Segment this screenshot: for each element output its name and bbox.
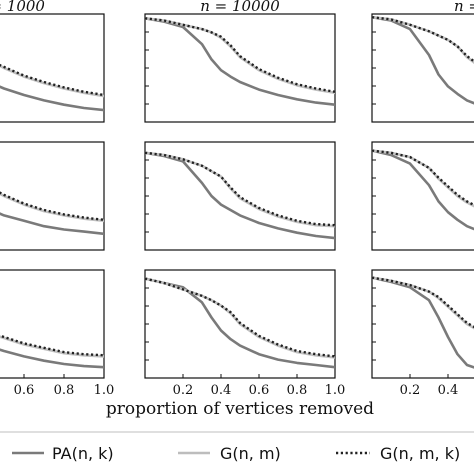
x-tick-label: 0.8 bbox=[54, 383, 75, 398]
pa-line bbox=[372, 276, 474, 369]
gnmk-line bbox=[372, 149, 474, 207]
x-tick-label: 0.2 bbox=[400, 383, 421, 398]
x-tick-label: 0.8 bbox=[287, 383, 308, 398]
gnmk-line bbox=[0, 63, 104, 97]
gnmk-line bbox=[0, 191, 104, 221]
series-group bbox=[0, 63, 104, 112]
legend-entry: PA(n, k) bbox=[12, 444, 114, 463]
panel-r3-c2 bbox=[144, 269, 336, 379]
panel-frame bbox=[0, 141, 105, 251]
pa-line bbox=[372, 149, 474, 231]
panel-r1-c2 bbox=[144, 13, 336, 123]
series-group bbox=[372, 276, 474, 369]
x-tick-label: 1.0 bbox=[325, 383, 346, 398]
column-titles: n = 1000 n = 10000 n = 100000 bbox=[0, 0, 474, 15]
x-tick-label: 0.2 bbox=[173, 383, 194, 398]
gnmk-line bbox=[372, 276, 474, 329]
panel-frame bbox=[0, 13, 105, 123]
series-group bbox=[0, 191, 104, 236]
legend-label: G(n, m) bbox=[220, 444, 281, 463]
panel-r2-c1 bbox=[0, 141, 105, 251]
series-group bbox=[145, 277, 335, 369]
gnmk-line bbox=[145, 277, 335, 358]
series-group bbox=[145, 17, 335, 106]
legend-label: PA(n, k) bbox=[52, 444, 114, 463]
pa-line bbox=[145, 151, 335, 240]
panel-r3-c3 bbox=[371, 269, 474, 379]
panel-r2-c3 bbox=[371, 141, 474, 251]
gnmk-line bbox=[145, 17, 335, 93]
legend-entry: G(n, m, k) bbox=[336, 444, 460, 463]
legend-frame bbox=[0, 431, 474, 474]
series-group bbox=[372, 149, 474, 231]
column-title: n = 100000 bbox=[454, 0, 474, 15]
gnmk-line bbox=[145, 151, 335, 227]
gnm-line bbox=[372, 15, 474, 64]
pa-line bbox=[145, 277, 335, 369]
legend-label: G(n, m, k) bbox=[380, 444, 460, 463]
series-group bbox=[0, 334, 104, 369]
x-tick-label: 0.6 bbox=[249, 383, 270, 398]
series-group bbox=[372, 15, 474, 105]
pa-line bbox=[372, 15, 474, 105]
x-tick-label: 0.4 bbox=[211, 383, 232, 398]
gnmk-line bbox=[372, 16, 474, 63]
panel-frame bbox=[144, 13, 336, 123]
panel-frame bbox=[371, 269, 474, 379]
column-title: n = 10000 bbox=[200, 0, 280, 15]
pa-line bbox=[0, 348, 104, 369]
gnm-line bbox=[0, 192, 104, 223]
panel-r1-c3 bbox=[371, 13, 474, 123]
legend: PA(n, k) G(n, m) G(n, m, k) bbox=[0, 431, 474, 474]
pa-line bbox=[0, 85, 104, 112]
gnmk-line bbox=[0, 334, 104, 357]
x-tick-labels: 0.6 0.8 1.0 0.2 0.4 0.6 0.8 1.0 0.2 0.4 bbox=[14, 383, 459, 398]
x-tick-label: 1.0 bbox=[94, 383, 115, 398]
panel-r3-c1 bbox=[0, 269, 105, 379]
gnm-line bbox=[0, 64, 104, 98]
pa-line bbox=[0, 212, 104, 236]
x-tick-label: 0.6 bbox=[14, 383, 35, 398]
column-title: n = 1000 bbox=[0, 0, 45, 15]
panel-r1-c1 bbox=[0, 13, 105, 123]
gnm-line bbox=[372, 149, 474, 208]
panel-grid bbox=[0, 13, 474, 379]
panel-r2-c2 bbox=[144, 141, 336, 251]
legend-entry: G(n, m) bbox=[178, 444, 281, 463]
series-group bbox=[145, 151, 335, 240]
x-tick-label: 0.4 bbox=[438, 383, 459, 398]
gnm-line bbox=[0, 335, 104, 358]
x-axis-label: proportion of vertices removed bbox=[106, 399, 374, 419]
panel-frame bbox=[0, 269, 105, 379]
pa-line bbox=[145, 17, 335, 106]
